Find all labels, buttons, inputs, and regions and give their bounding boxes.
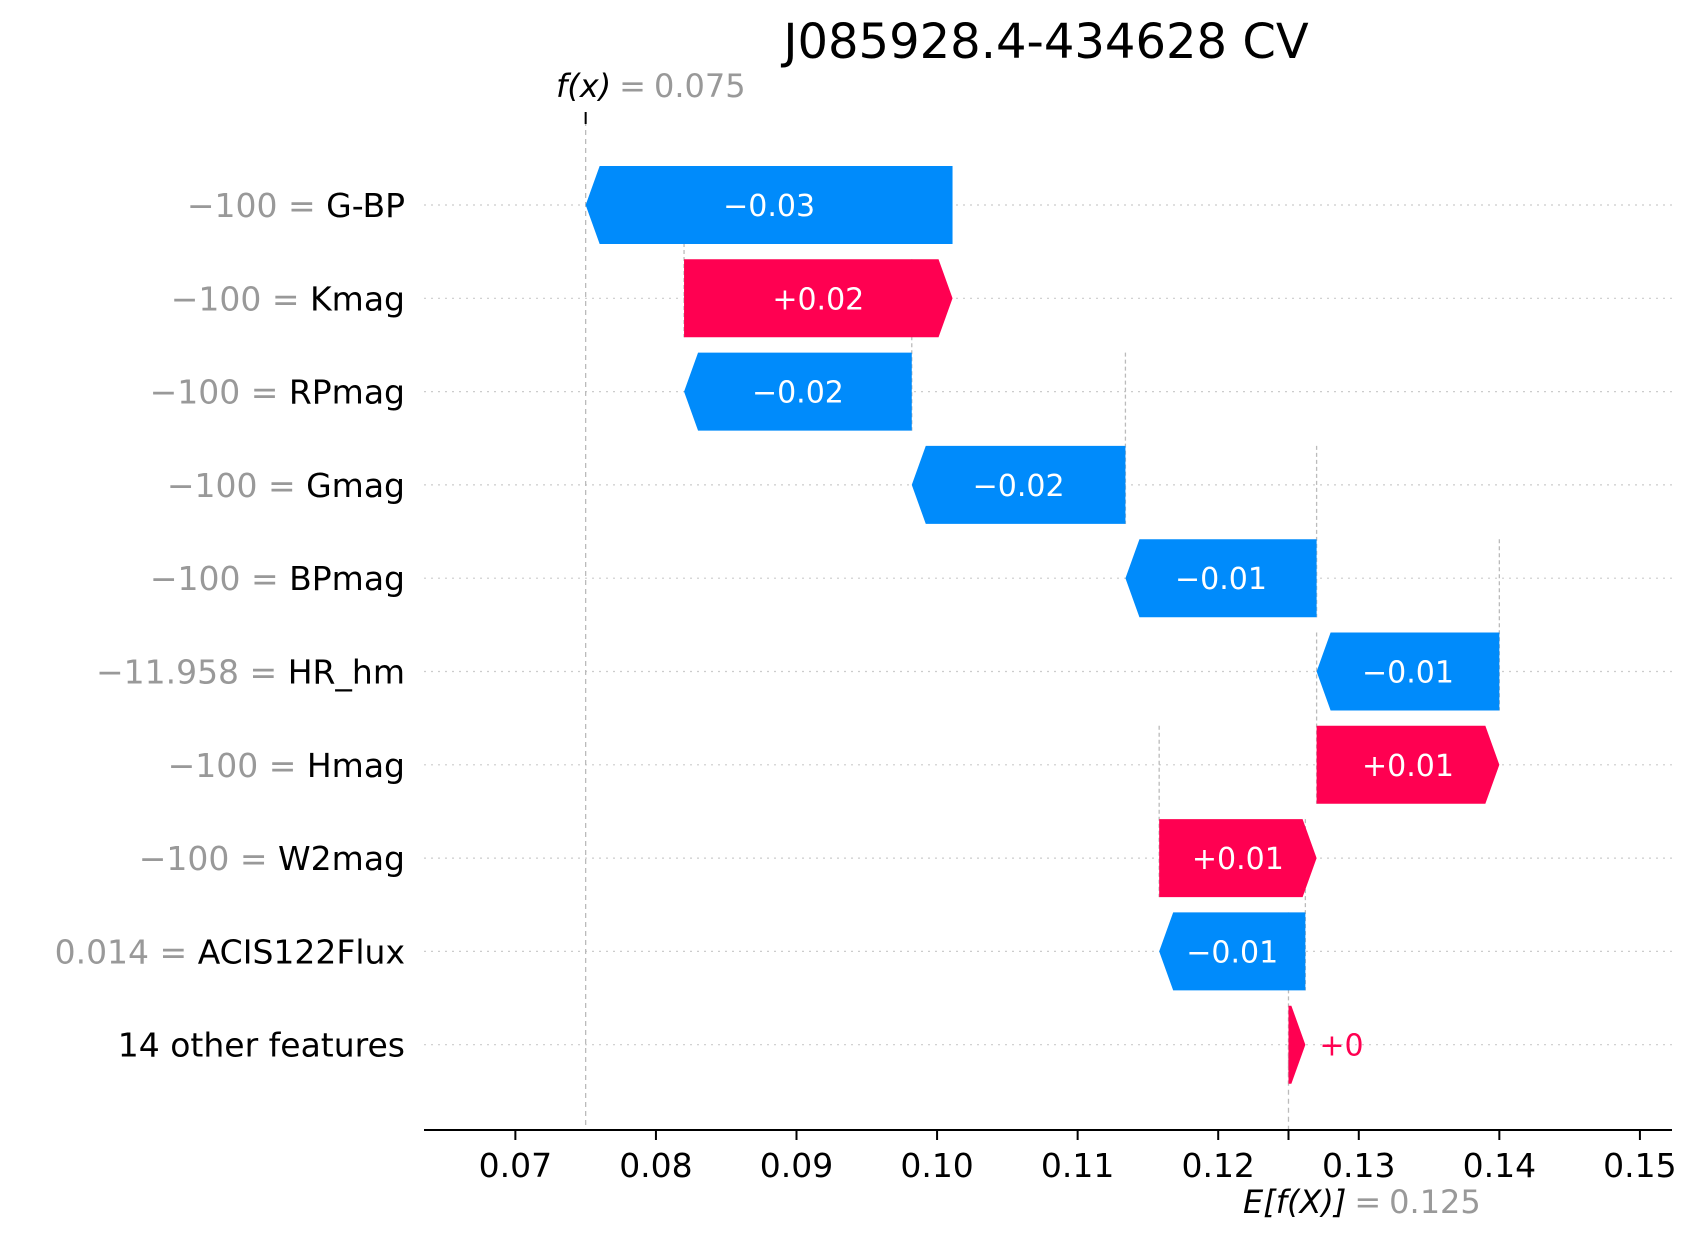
bar-negative [684, 352, 912, 431]
bar-positive [1316, 725, 1500, 804]
feature-label: −100 = Hmag [168, 746, 405, 785]
bar-value-label: −0.01 [1175, 562, 1267, 597]
feature-label: −100 = Kmag [171, 279, 405, 318]
efx-annotation: E[f(X)] = 0.125 [1243, 1183, 1481, 1221]
feature-name: BPmag [289, 559, 405, 598]
feature-name: RPmag [289, 373, 405, 412]
bar-value-label: +0.02 [772, 282, 864, 317]
feature-value: −100 = [171, 279, 310, 318]
feature-value: −100 = [150, 373, 289, 412]
feature-value: −100 = [139, 839, 278, 878]
x-tick-label: 0.13 [1322, 1146, 1395, 1185]
x-axis: 0.07 0.08 0.09 0.10 0.11 0.12 0.13 0.14 0.15 [424, 1129, 1677, 1185]
efx-label: E[f(X)] [1243, 1183, 1346, 1221]
x-tick-label: 0.14 [1463, 1146, 1536, 1185]
efx-value: 0.125 [1389, 1183, 1481, 1221]
x-tick-label: 0.15 [1603, 1146, 1676, 1185]
bar-value-label: −0.03 [723, 189, 815, 224]
fx-value: 0.075 [654, 67, 746, 105]
bar-value-label: +0.01 [1362, 749, 1454, 784]
bar-value-label: −0.01 [1186, 935, 1278, 970]
bar-value-label: −0.02 [973, 469, 1065, 504]
bar-value-label: −0.01 [1362, 656, 1454, 691]
y-axis-labels: −100 = G-BP−100 = Kmag−100 = RPmag−100 =… [55, 186, 405, 1065]
bar-value-label: +0.01 [1192, 842, 1284, 877]
x-tick-label: 0.10 [900, 1146, 973, 1185]
fx-label: f(x) [556, 67, 611, 105]
fx-annotation: f(x) = 0.075 [556, 67, 746, 105]
feature-value: −100 = [187, 186, 326, 225]
feature-label: −11.958 = HR_hm [96, 653, 405, 692]
bar-value-label: −0.02 [752, 376, 844, 411]
feature-name: G-BP [326, 186, 405, 225]
feature-label: −100 = Gmag [167, 466, 405, 505]
feature-name: Kmag [310, 279, 405, 318]
bar-positive [684, 259, 953, 338]
feature-name: ACIS122Flux [198, 932, 405, 971]
feature-name: HR_hm [288, 653, 405, 692]
row-gridlines [424, 204, 1672, 1046]
feature-label: 0.014 = ACIS122Flux [55, 932, 405, 971]
feature-value: −100 = [167, 466, 306, 505]
bar-positive [1288, 1005, 1306, 1084]
feature-value: −100 = [150, 559, 289, 598]
feature-value: −100 = [168, 746, 307, 785]
feature-label: −100 = G-BP [187, 186, 405, 225]
x-tick-label: 0.09 [760, 1146, 833, 1185]
x-tick-label: 0.12 [1181, 1146, 1254, 1185]
x-tick-label: 0.07 [479, 1146, 552, 1185]
feature-label: −100 = BPmag [150, 559, 405, 598]
bar-negative [1159, 912, 1306, 991]
bar-negative [585, 166, 953, 244]
bar-negative [1125, 539, 1317, 618]
feature-label: 14 other features [118, 1026, 405, 1065]
chart-title: J085928.4-434628 CV [780, 14, 1309, 70]
x-tick-label: 0.11 [1041, 1146, 1114, 1185]
feature-name: W2mag [278, 839, 405, 878]
feature-name: Gmag [306, 466, 405, 505]
feature-label: −100 = W2mag [139, 839, 405, 878]
feature-name: 14 other features [118, 1026, 405, 1065]
bar-negative [1316, 632, 1500, 711]
feature-label: −100 = RPmag [150, 373, 405, 412]
feature-value: −11.958 = [96, 653, 288, 692]
feature-value: 0.014 = [55, 932, 198, 971]
feature-name: Hmag [307, 746, 405, 785]
bar-value-label: +0 [1319, 1029, 1363, 1064]
bar-negative [911, 445, 1126, 524]
x-tick-label: 0.08 [619, 1146, 692, 1185]
bar-positive [1159, 819, 1317, 898]
bars: −0.03 +0.02 −0.02 −0.02 −0.01 −0.01 +0.01 +0.01… [585, 166, 1500, 1084]
